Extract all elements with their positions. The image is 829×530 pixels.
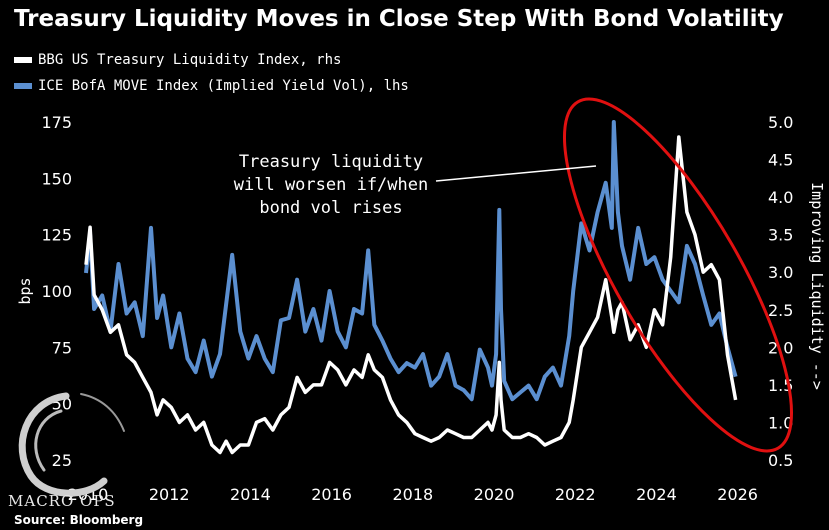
y-right-tick-label: 5.0 (768, 113, 793, 132)
legend-label-treasury: BBG US Treasury Liquidity Index, rhs (38, 52, 342, 68)
x-tick-label: 2012 (149, 485, 190, 504)
watermark-text: MACRO OPS (8, 492, 116, 510)
highlight-ellipse (562, 97, 794, 453)
y-right-axis-label: Improving Liquidity --> (808, 182, 826, 390)
legend-label-move: ICE BofA MOVE Index (Implied Yield Vol),… (38, 78, 409, 94)
y-left-tick-label: 175 (41, 113, 72, 132)
series-line-treasury (84, 135, 738, 455)
chart-title: Treasury Liquidity Moves in Close Step W… (14, 6, 784, 32)
annotation-text-line: will worsen if/when (234, 175, 428, 195)
annotation-text-line: Treasury liquidity (239, 152, 423, 172)
legend-swatch-treasury (14, 57, 32, 63)
y-left-tick-label: 25 (52, 451, 72, 470)
y-right-tick-label: 4.5 (768, 151, 793, 170)
y-left-tick-label: 125 (41, 226, 72, 245)
y-right-tick-label: 0.5 (768, 451, 793, 470)
y-right-tick-label: 2.5 (768, 301, 793, 320)
y-right-tick-label: 3.0 (768, 263, 793, 282)
legend-item-move: ICE BofA MOVE Index (Implied Yield Vol),… (14, 73, 409, 99)
x-tick-label: 2026 (717, 485, 758, 504)
x-tick-label: 2018 (392, 485, 433, 504)
y-left-tick-label: 150 (41, 169, 72, 188)
y-right-tick-label: 2.0 (768, 338, 793, 357)
y-right-tick-label: 3.5 (768, 226, 793, 245)
y-right-tick-label: 4.0 (768, 188, 793, 207)
x-tick-label: 2016 (311, 485, 352, 504)
annotation-pointer (435, 165, 597, 182)
legend-item-treasury: BBG US Treasury Liquidity Index, rhs (14, 47, 409, 73)
chart-legend: BBG US Treasury Liquidity Index, rhs ICE… (14, 47, 409, 99)
x-tick-label: 2014 (230, 485, 271, 504)
y-right-tick-label: 1.0 (768, 413, 793, 432)
y-left-tick-label: 75 (52, 338, 72, 357)
macro-ops-logo (18, 392, 125, 497)
x-tick-label: 2022 (555, 485, 596, 504)
source-note: Source: Bloomberg (14, 513, 144, 527)
x-tick-label: 2020 (474, 485, 515, 504)
legend-swatch-move (14, 83, 32, 89)
annotation-text-line: bond vol rises (259, 198, 402, 218)
series-line-move (84, 120, 738, 402)
y-left-tick-label: 100 (41, 282, 72, 301)
y-left-axis-label: bps (16, 277, 34, 304)
x-tick-label: 2024 (636, 485, 677, 504)
